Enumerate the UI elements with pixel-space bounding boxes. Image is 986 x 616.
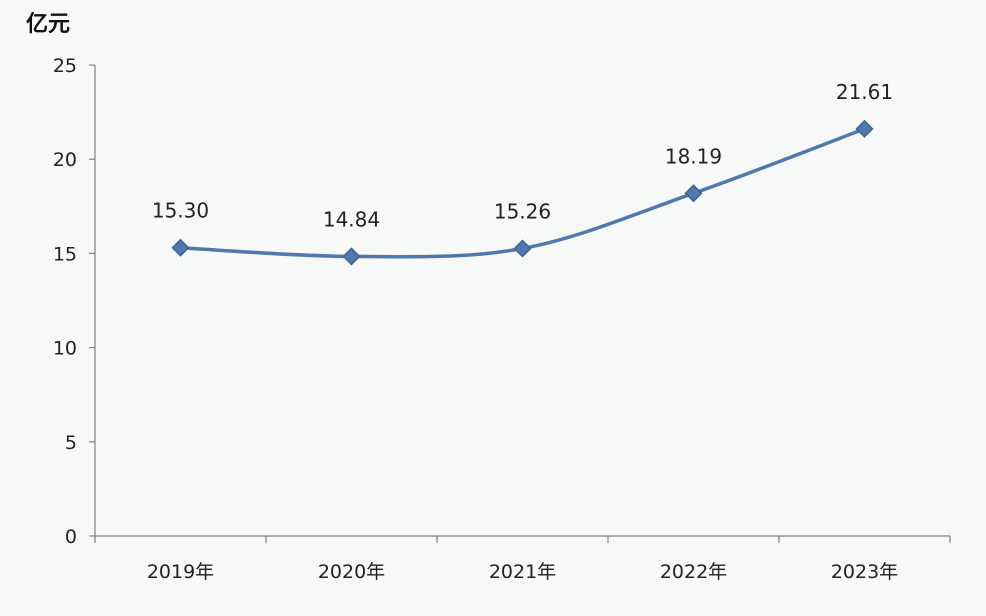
axes: 0 5 10 15 20 25 2019年 2020年 2021年 2022年 2023年 [53,55,951,583]
y-tick-label: 0 [65,526,77,548]
series-layer: 15.30 14.84 15.26 18.19 21.61 [152,80,893,266]
y-tick-label: 15 [53,243,77,265]
x-tick-label: 2023年 [831,561,898,583]
series-line [178,127,867,259]
y-tick-label: 25 [53,55,77,77]
data-label: 21.61 [836,80,893,104]
y-tick-label: 10 [53,338,77,360]
data-label: 18.19 [665,144,722,168]
y-tick-label: 20 [53,149,77,171]
x-tick-label: 2020年 [318,561,385,583]
data-label: 15.26 [494,200,551,224]
data-label: 14.84 [323,207,380,231]
data-label: 15.30 [152,199,209,223]
data-point-marker [684,184,703,203]
x-tick-label: 2022年 [660,561,727,583]
data-point-marker [513,239,532,258]
y-unit-label: 亿元 [26,12,70,37]
data-point-marker [171,238,190,257]
data-point-marker [855,119,874,138]
x-tick-label: 2019年 [147,561,214,583]
y-tick-label: 5 [65,432,77,454]
x-tick-label: 2021年 [489,561,556,583]
data-point-marker [342,247,361,266]
